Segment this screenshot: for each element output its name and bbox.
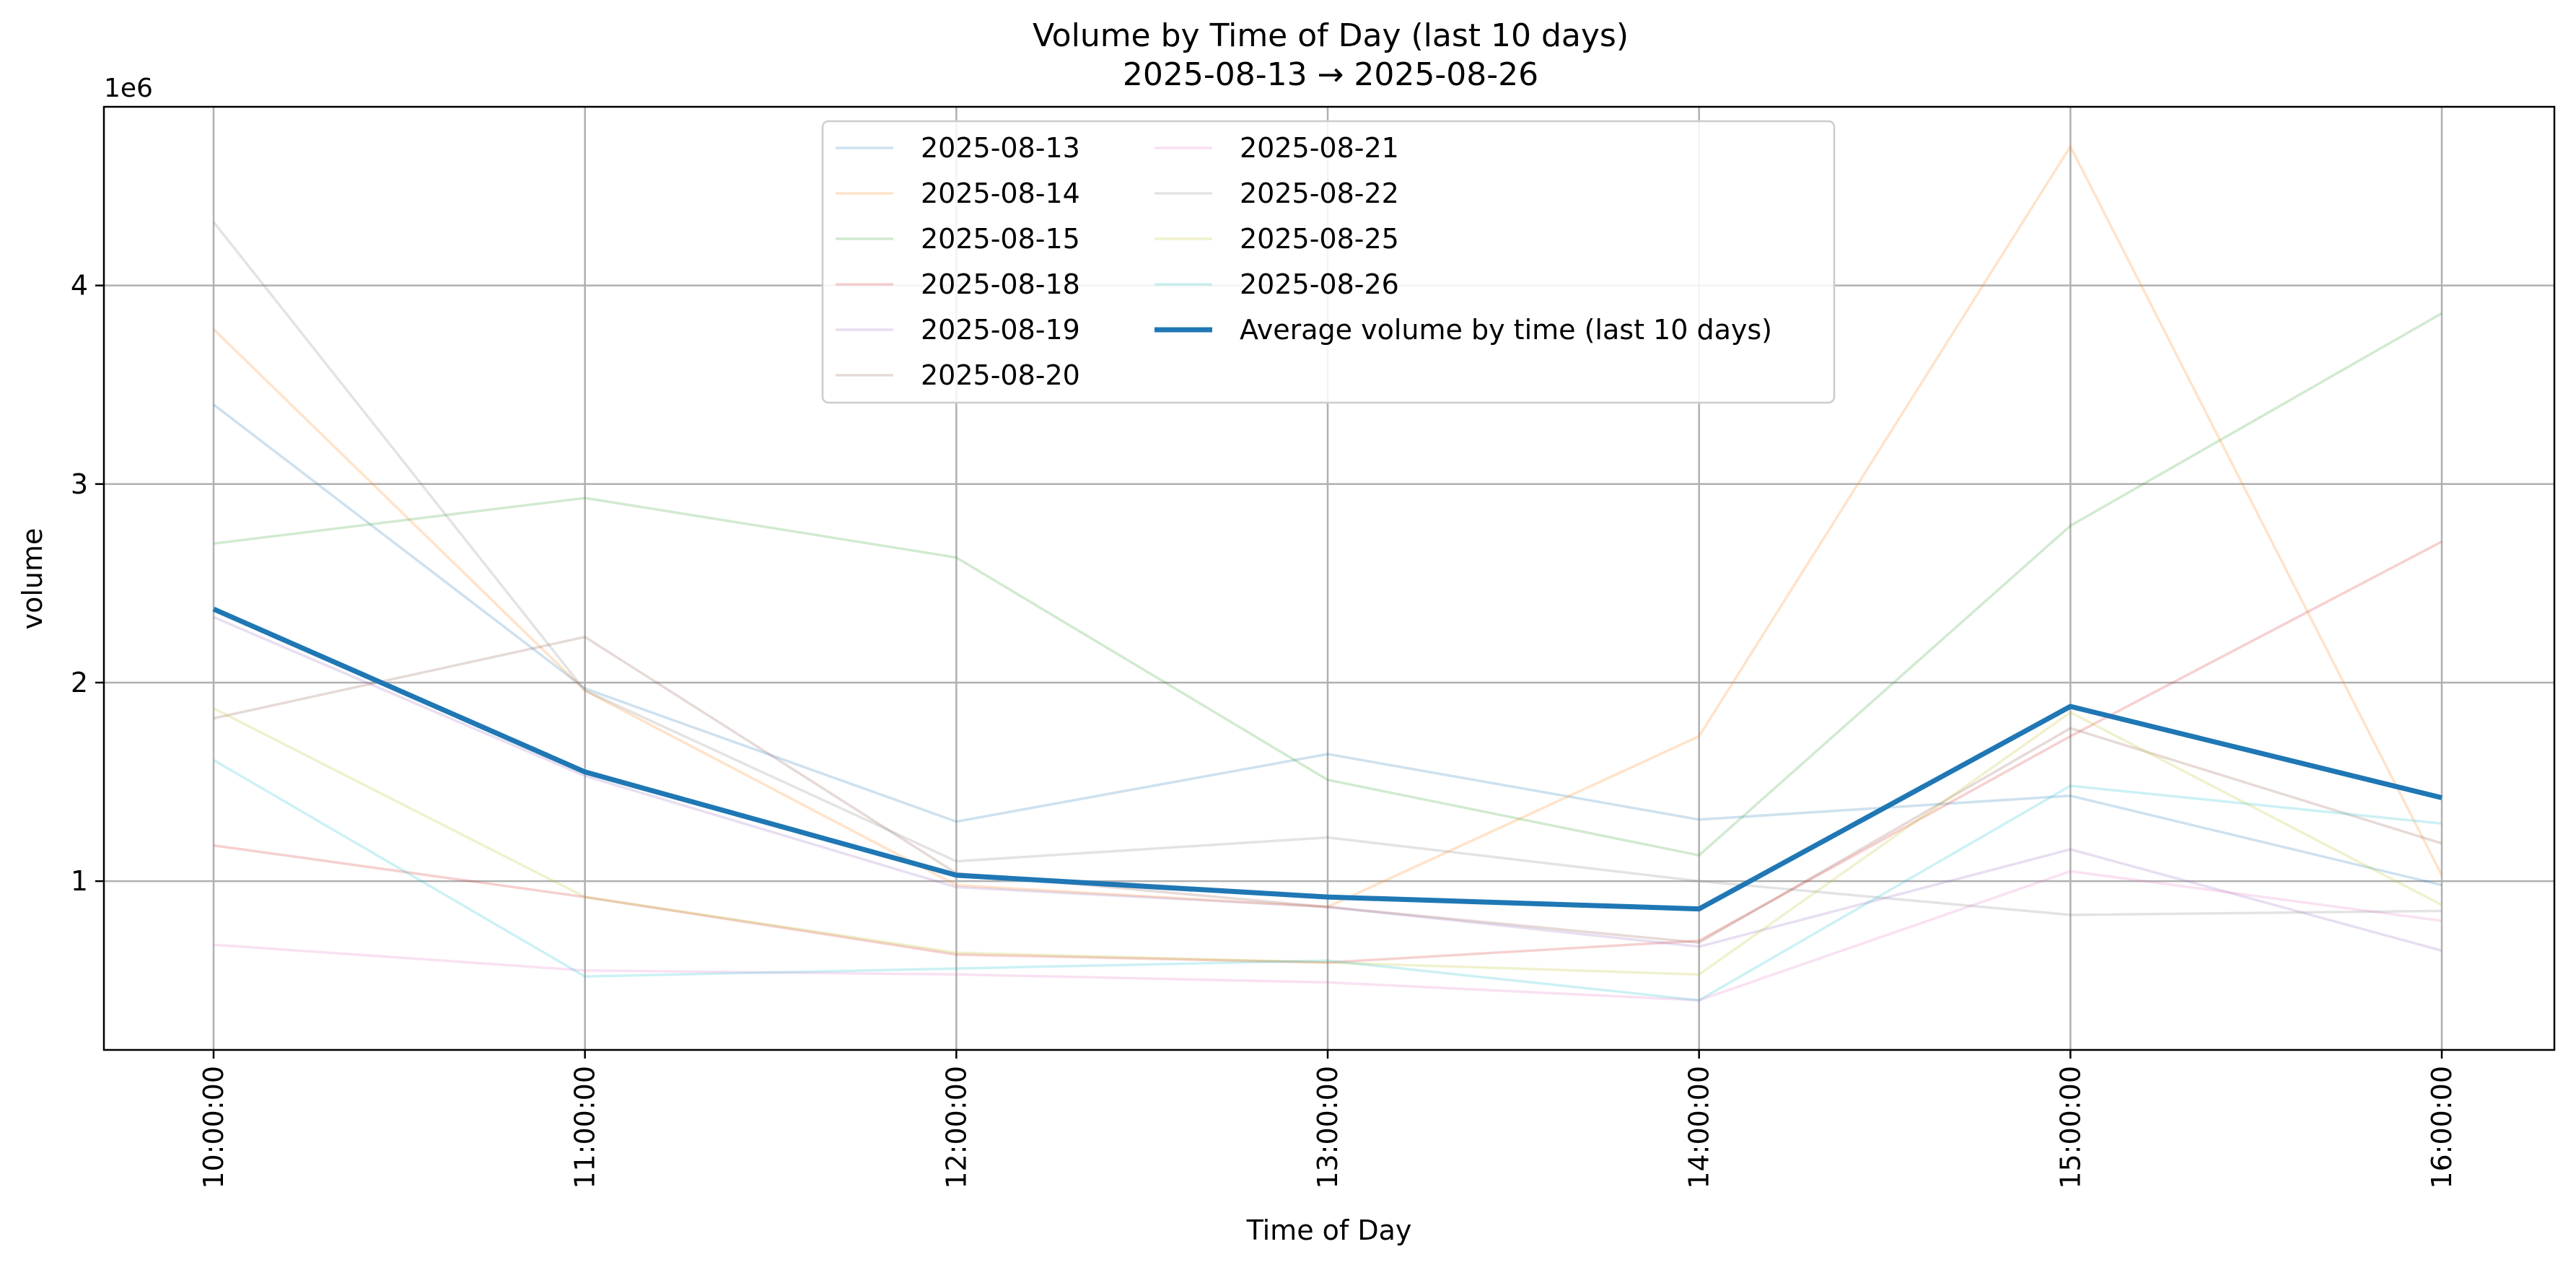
legend-entry: 2025-08-13 bbox=[836, 132, 1080, 164]
legend-entry: 2025-08-22 bbox=[1155, 178, 1399, 209]
legend-label: 2025-08-19 bbox=[921, 314, 1080, 346]
legend: 2025-08-13 2025-08-14 2025-08-15 2025-08-18… bbox=[821, 120, 1836, 404]
x-tick-label: 15:00:00 bbox=[2054, 1066, 2086, 1189]
legend-entry: 2025-08-14 bbox=[836, 178, 1080, 209]
legend-label: 2025-08-20 bbox=[921, 359, 1080, 391]
chart-title: Volume by Time of Day (last 10 days) bbox=[1033, 17, 1629, 54]
legend-label: 2025-08-13 bbox=[921, 132, 1080, 164]
x-tick-label: 16:00:00 bbox=[2426, 1066, 2458, 1189]
legend-entry: Average volume by time (last 10 days) bbox=[1155, 314, 1772, 346]
series-line-2025-08-14 bbox=[212, 145, 2443, 908]
y-axis-label: volume bbox=[17, 528, 48, 630]
legend-label: 2025-08-15 bbox=[921, 223, 1080, 255]
legend-entry: 2025-08-18 bbox=[836, 268, 1080, 300]
legend-label: 2025-08-14 bbox=[921, 178, 1080, 209]
plot-frame bbox=[102, 105, 2556, 1051]
legend-entry: 2025-08-19 bbox=[836, 314, 1080, 346]
series-line-2025-08-26 bbox=[213, 758, 2443, 1002]
y-tick-label: 4 bbox=[71, 270, 88, 302]
legend-label: 2025-08-21 bbox=[1240, 132, 1399, 164]
x-axis-ticks: 10:00:00 11:00:00 12:00:00 13:00:00 14:00:00… bbox=[198, 1050, 2458, 1189]
y-tick-label: 1 bbox=[71, 865, 88, 897]
x-tick-label: 13:00:00 bbox=[1312, 1066, 1344, 1189]
series-line-2025-08-19 bbox=[213, 616, 2443, 952]
chart-subtitle: 2025-08-13 → 2025-08-26 bbox=[1123, 56, 1538, 93]
x-tick-label: 12:00:00 bbox=[940, 1066, 972, 1189]
series-lines bbox=[212, 145, 2443, 1002]
legend-entry: 2025-08-26 bbox=[1155, 268, 1399, 300]
x-tick-label: 11:00:00 bbox=[569, 1066, 601, 1189]
legend-label: 2025-08-25 bbox=[1240, 223, 1399, 255]
x-tick-label: 14:00:00 bbox=[1683, 1066, 1715, 1189]
legend-label: Average volume by time (last 10 days) bbox=[1240, 314, 1772, 346]
legend-label: 2025-08-26 bbox=[1240, 268, 1399, 300]
legend-entry: 2025-08-25 bbox=[1155, 223, 1399, 255]
series-line-2025-08-18 bbox=[213, 540, 2443, 964]
average-series-line bbox=[212, 606, 2443, 912]
series-line-2025-08-22 bbox=[212, 221, 2443, 916]
series-line-2025-08-20 bbox=[213, 635, 2443, 945]
legend-box bbox=[821, 120, 1836, 404]
legend-label: 2025-08-22 bbox=[1240, 178, 1399, 209]
legend-entry: 2025-08-15 bbox=[836, 223, 1080, 255]
series-line-2025-08-21 bbox=[213, 870, 2443, 1002]
y-tick-label: 2 bbox=[71, 667, 88, 698]
y-tick-label: 3 bbox=[71, 468, 88, 500]
y-axis-ticks: 1 2 3 4 bbox=[71, 270, 104, 897]
legend-entry: 2025-08-21 bbox=[1155, 132, 1399, 164]
series-line-2025-08-25 bbox=[213, 707, 2443, 976]
legend-items: 2025-08-13 2025-08-14 2025-08-15 2025-08-18… bbox=[836, 132, 1772, 391]
legend-label: 2025-08-18 bbox=[921, 268, 1080, 300]
legend-entry: 2025-08-20 bbox=[836, 359, 1080, 391]
y-axis-offset-label: 1e6 bbox=[104, 74, 153, 103]
x-axis-label: Time of Day bbox=[1246, 1214, 1412, 1246]
series-line-2025-08-13 bbox=[212, 403, 2443, 887]
series-line-2025-08-15 bbox=[213, 312, 2443, 857]
x-tick-label: 10:00:00 bbox=[198, 1066, 229, 1189]
